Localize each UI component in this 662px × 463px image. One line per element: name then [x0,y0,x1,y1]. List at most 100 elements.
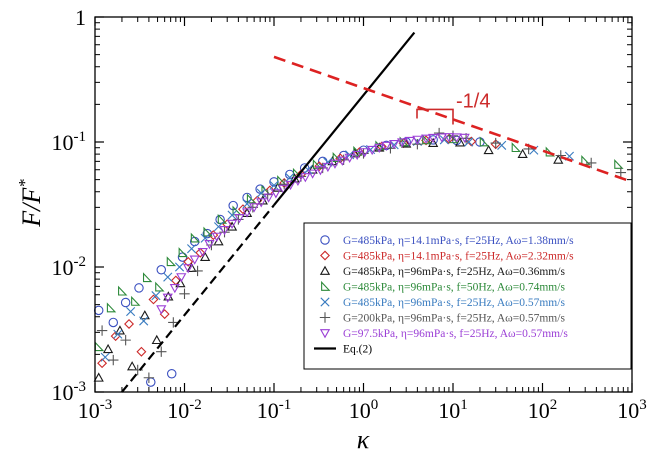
data-markers [93,127,627,387]
data-point [399,136,409,147]
data-point [168,317,179,328]
slope-annotation: -1/4 [416,90,490,125]
data-point [329,159,341,169]
data-point [93,305,104,316]
data-point [249,203,260,213]
data-point [263,193,274,203]
legend-label: G=485kPa, η=96mPa·s, f=25Hz, Aω=0.36mm/s [343,266,565,278]
data-point [517,148,528,159]
legend-marker [320,297,330,307]
data-point [285,180,296,191]
y-tick-label-base: 10 [52,130,74,155]
data-point [190,232,201,243]
data-point [189,255,200,265]
x-tick-label: 101 [438,397,468,423]
y-tick-label-exp: -3 [74,379,87,395]
data-point [555,150,566,161]
legend-marker [319,265,331,275]
data-point [237,204,248,215]
data-point [483,144,494,155]
data-point [421,135,432,146]
data-point [270,189,282,199]
legend-item: G=97.5kPa, η=96mPa·s, f=25Hz, Aω=0.57mm/… [319,328,568,340]
data-point [159,309,170,320]
legend-label: G=485kPa, η=14.1mPa·s, f=25Hz, Aω=1.38mm… [343,235,574,247]
legend: G=485kPa, η=14.1mPa·s, f=25Hz, Aω=1.38mm… [303,222,632,370]
data-point [100,352,110,362]
data-point [585,157,597,169]
data-point [490,137,501,149]
data-point [285,172,295,183]
data-point [428,135,438,145]
data-point [256,188,266,198]
x-tick-label-exp: -1 [279,397,292,413]
data-point [211,232,223,242]
data-point [139,316,149,326]
x-tick-label-exp: -3 [100,397,113,413]
x-tick-label-base: 10 [528,398,550,423]
data-point [93,372,104,382]
data-point [178,247,188,258]
data-point [412,135,423,145]
data-point [166,256,177,267]
x-tick-label-exp: -2 [189,397,202,413]
x-tick-label: 10-1 [257,397,292,423]
data-point [264,185,275,196]
y-axis-title-main: F/F [17,187,46,228]
y-tick-label-exp: -1 [74,129,87,145]
data-point [148,294,159,305]
data-point [436,133,447,143]
data-point [113,329,123,339]
data-point [146,377,156,387]
x-tick-label-exp: 1 [460,397,468,413]
data-point [307,169,318,179]
data-point [108,317,119,328]
x-tick-label-base: 10 [438,398,460,423]
legend-item: G=485kPa, η=96mPa·s, f=25Hz, Aω=0.57mm/s [320,297,565,309]
data-point [614,158,624,169]
data-point [315,166,326,176]
data-point [174,262,185,272]
data-point [186,244,197,254]
data-point [466,136,477,147]
data-point [136,346,147,357]
data-point [156,346,167,357]
y-tick-label-exp: -2 [74,254,87,270]
data-point [269,180,279,190]
data-point [96,325,108,336]
legend-marker [319,312,331,323]
data-point [511,142,522,153]
data-point [192,265,203,277]
data-point [451,133,462,143]
data-point [219,226,230,238]
data-point [204,240,215,250]
legend-item: G=485kPa, η=14.1mPa·s, f=25Hz, Aω=1.38mm… [320,235,574,247]
legend-marker [321,280,331,291]
data-point [459,133,470,144]
slope-line [273,55,633,184]
x-tick-label: 10-3 [78,397,113,423]
data-point [97,358,108,369]
data-point [226,221,238,231]
data-point [169,284,180,294]
data-point [234,214,245,224]
x-axis-title: κ [357,425,370,454]
x-tick-label: 10-2 [167,397,202,423]
data-point [156,305,167,315]
data-point [359,148,370,158]
legend-label: G=485kPa, η=14.1mPa·s, f=25Hz, Aω=2.32mm… [343,251,574,263]
y-tick-label: 10-2 [52,254,87,280]
legend-label: G=485kPa, η=96mPa·s, f=25Hz, Aω=0.57mm/s [343,297,565,309]
data-point [134,283,144,293]
x-tick-label-base: 10 [617,398,639,423]
data-point [183,256,194,267]
y-tick-label: 10-3 [52,379,87,405]
y-tick-label-base: 1 [75,5,86,30]
data-point [337,156,348,166]
data-point [242,199,252,209]
data-point [227,210,237,220]
data-point [241,208,253,218]
x-tick-label-base: 10 [257,398,279,423]
data-point [124,319,135,329]
